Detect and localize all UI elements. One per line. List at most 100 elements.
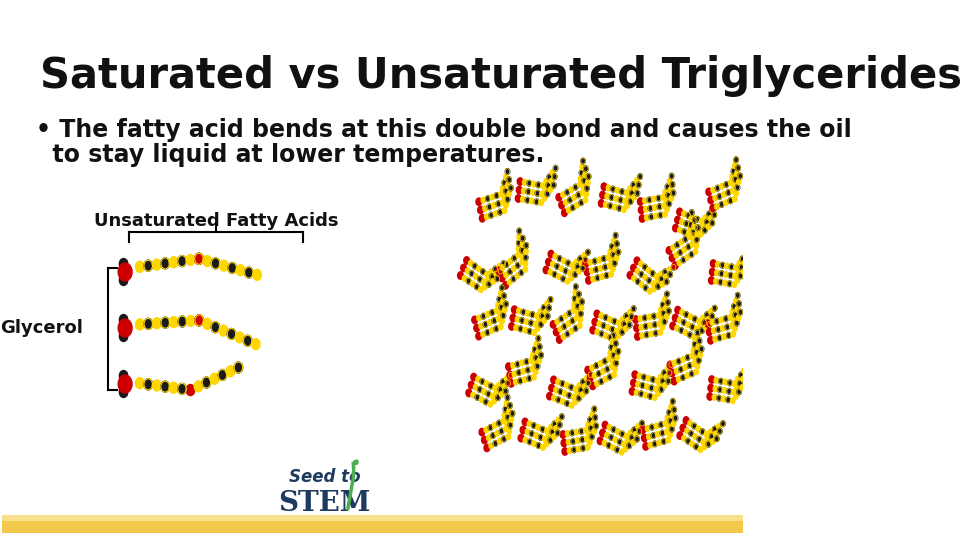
Circle shape <box>604 376 608 382</box>
Circle shape <box>649 385 654 391</box>
Circle shape <box>536 326 540 332</box>
Circle shape <box>585 436 589 442</box>
Circle shape <box>508 422 513 428</box>
Circle shape <box>747 247 751 253</box>
Circle shape <box>497 420 501 426</box>
Circle shape <box>662 296 667 302</box>
Circle shape <box>721 396 726 402</box>
Circle shape <box>490 194 494 200</box>
Circle shape <box>735 293 740 298</box>
Circle shape <box>717 193 722 199</box>
Text: • The fatty acid bends at this double bond and causes the oil: • The fatty acid bends at this double bo… <box>36 118 852 142</box>
Circle shape <box>730 174 734 180</box>
Circle shape <box>537 318 541 323</box>
Circle shape <box>718 428 722 434</box>
Circle shape <box>521 309 526 315</box>
Circle shape <box>504 272 508 278</box>
Circle shape <box>479 287 483 293</box>
Circle shape <box>481 332 486 337</box>
Circle shape <box>688 222 693 227</box>
Circle shape <box>627 194 631 200</box>
Circle shape <box>540 444 545 450</box>
Circle shape <box>573 184 578 190</box>
Circle shape <box>640 333 644 339</box>
Circle shape <box>482 279 486 285</box>
Circle shape <box>602 421 608 429</box>
Circle shape <box>540 191 544 197</box>
Circle shape <box>461 264 467 272</box>
Circle shape <box>710 220 714 226</box>
Circle shape <box>530 431 534 436</box>
Circle shape <box>681 375 685 380</box>
Circle shape <box>609 435 613 440</box>
Circle shape <box>563 391 567 396</box>
Circle shape <box>708 321 712 327</box>
Circle shape <box>602 440 607 446</box>
Circle shape <box>712 426 717 432</box>
Circle shape <box>583 260 588 267</box>
Circle shape <box>605 273 609 278</box>
Circle shape <box>485 214 489 220</box>
Circle shape <box>119 267 128 278</box>
Circle shape <box>688 314 693 320</box>
Circle shape <box>656 284 660 289</box>
Circle shape <box>482 389 487 395</box>
Circle shape <box>634 325 639 332</box>
Circle shape <box>498 310 502 316</box>
Circle shape <box>486 312 490 317</box>
Circle shape <box>516 246 520 252</box>
Circle shape <box>615 429 620 435</box>
Circle shape <box>673 225 679 232</box>
Circle shape <box>638 316 642 321</box>
Circle shape <box>500 265 505 271</box>
Circle shape <box>571 394 576 400</box>
Circle shape <box>556 430 560 436</box>
Circle shape <box>623 198 628 204</box>
Circle shape <box>620 329 624 335</box>
Circle shape <box>687 363 692 368</box>
Circle shape <box>632 306 636 312</box>
Circle shape <box>666 423 671 429</box>
Circle shape <box>708 309 713 314</box>
Circle shape <box>575 391 580 396</box>
Circle shape <box>562 258 566 264</box>
Circle shape <box>616 249 620 255</box>
Circle shape <box>119 387 128 397</box>
Circle shape <box>592 428 596 434</box>
Circle shape <box>514 325 518 330</box>
Circle shape <box>722 192 726 197</box>
Circle shape <box>701 315 706 321</box>
Circle shape <box>544 179 548 184</box>
Circle shape <box>540 183 545 188</box>
Circle shape <box>548 251 554 258</box>
Circle shape <box>624 313 629 319</box>
Circle shape <box>588 426 593 431</box>
Circle shape <box>737 389 741 395</box>
Circle shape <box>524 319 529 325</box>
Circle shape <box>735 278 739 283</box>
Circle shape <box>725 263 730 269</box>
Circle shape <box>655 423 659 429</box>
Circle shape <box>486 329 490 335</box>
Circle shape <box>671 399 675 404</box>
Circle shape <box>491 393 495 399</box>
Circle shape <box>622 441 626 447</box>
Circle shape <box>695 217 700 222</box>
Circle shape <box>692 361 696 367</box>
Circle shape <box>577 383 582 388</box>
Circle shape <box>169 256 178 268</box>
Circle shape <box>591 420 595 426</box>
Circle shape <box>684 428 689 434</box>
Circle shape <box>565 401 569 407</box>
Circle shape <box>585 366 590 374</box>
Circle shape <box>707 328 712 336</box>
Circle shape <box>741 376 745 382</box>
Circle shape <box>484 399 488 405</box>
Circle shape <box>628 322 632 328</box>
Circle shape <box>486 276 491 282</box>
Circle shape <box>660 281 664 287</box>
Circle shape <box>227 366 234 377</box>
Circle shape <box>698 352 703 357</box>
Circle shape <box>742 260 747 266</box>
Circle shape <box>700 346 704 352</box>
